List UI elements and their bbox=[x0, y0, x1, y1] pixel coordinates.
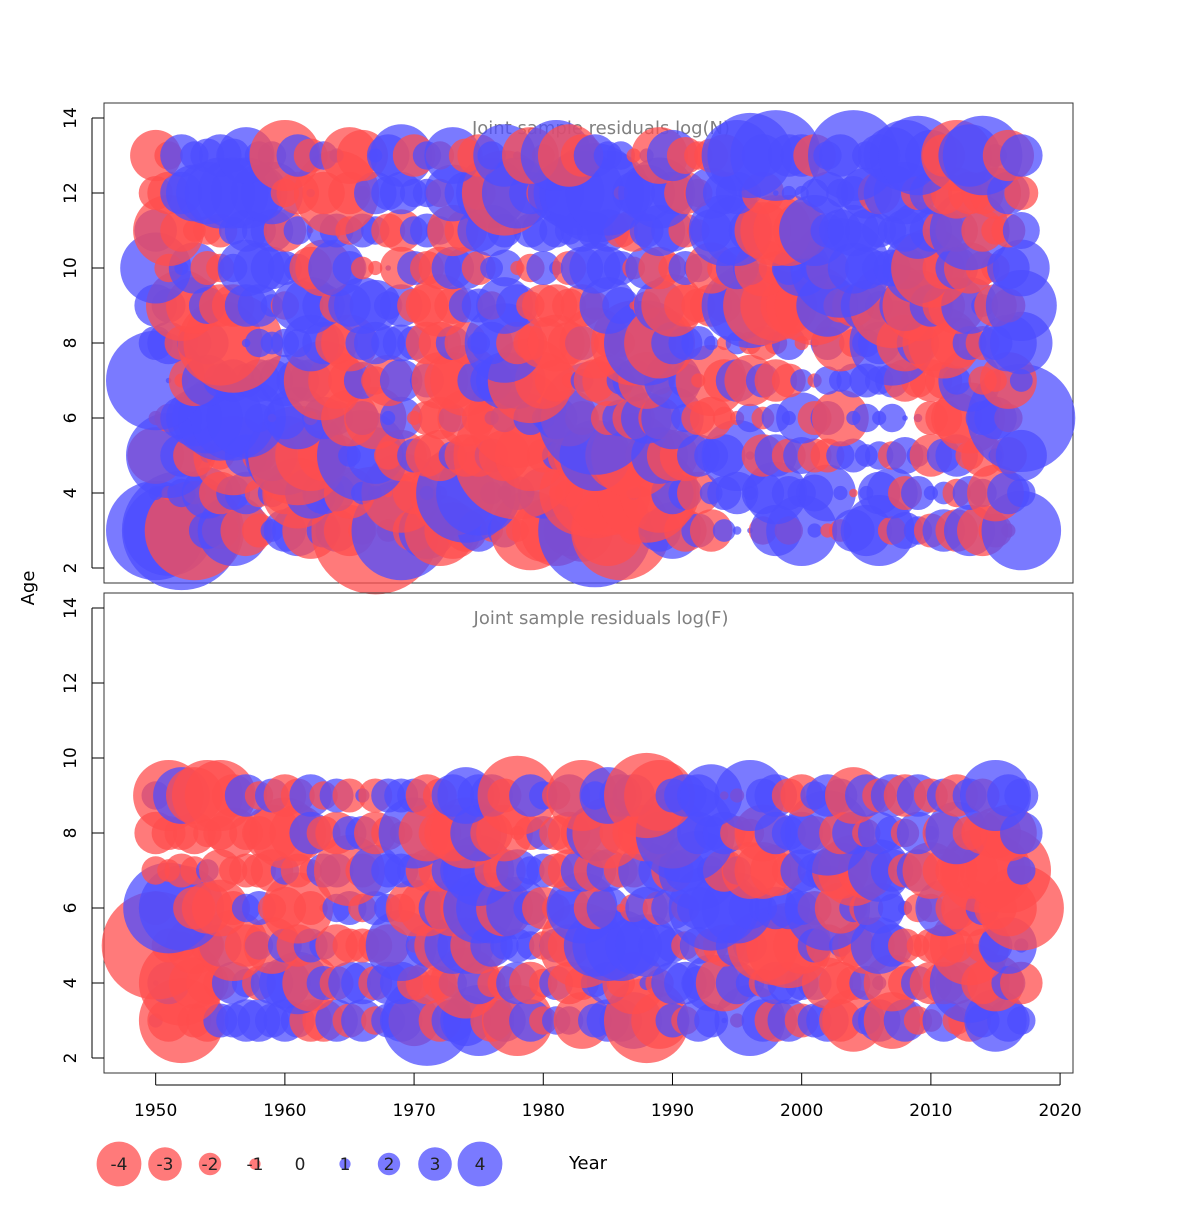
y-tick-label: 12 bbox=[61, 182, 81, 204]
legend-label: 4 bbox=[475, 1155, 486, 1175]
legend-label: -4 bbox=[111, 1155, 128, 1175]
y-tick-label: 4 bbox=[61, 978, 81, 989]
legend-label: 2 bbox=[384, 1155, 395, 1175]
x-tick-label: 2020 bbox=[1038, 1101, 1081, 1121]
legend-bubble bbox=[198, 1152, 222, 1176]
legend-label: -3 bbox=[157, 1155, 174, 1175]
residual-bubble bbox=[681, 326, 716, 360]
panel-log-n-y-axis: 2 4 6 8 10 12 14 bbox=[61, 107, 104, 573]
panel-log-f-y-axis: 2 4 6 8 10 12 14 bbox=[61, 597, 104, 1063]
residual-bubble bbox=[351, 256, 374, 280]
legend-bubble bbox=[96, 1141, 142, 1187]
residual-bubble bbox=[901, 476, 935, 510]
residual-bubble bbox=[368, 260, 383, 276]
residual-bubble bbox=[332, 778, 367, 813]
residual-bubble bbox=[1004, 176, 1039, 210]
y-tick-label: 10 bbox=[61, 257, 81, 279]
residual-bubble bbox=[1004, 778, 1039, 813]
legend-bubble bbox=[249, 1158, 261, 1170]
y-tick-label: 6 bbox=[61, 413, 81, 424]
residual-bubble bbox=[992, 239, 1050, 297]
y-axis-label: Age bbox=[18, 571, 39, 606]
x-tick-label: 1970 bbox=[392, 1101, 435, 1121]
legend-bubble bbox=[377, 1152, 401, 1176]
residual-bubble bbox=[799, 464, 856, 522]
residual-bubble bbox=[486, 249, 523, 287]
y-tick-label: 2 bbox=[61, 563, 81, 574]
y-tick-label: 14 bbox=[61, 107, 81, 129]
residual-bubble bbox=[833, 485, 848, 501]
residual-bubble bbox=[712, 519, 736, 542]
residual-bubble bbox=[812, 389, 869, 447]
y-tick-label: 14 bbox=[61, 597, 81, 619]
legend-bubble bbox=[418, 1147, 452, 1181]
residual-bubble bbox=[852, 403, 881, 433]
y-tick-label: 6 bbox=[61, 903, 81, 914]
panel-log-f: Joint sample residuals log(F) 2 4 6 8 10 12 14 bbox=[61, 592, 1074, 1074]
residual-bubble bbox=[807, 523, 822, 538]
y-tick-label: 2 bbox=[61, 1053, 81, 1064]
residual-bubble bbox=[379, 396, 423, 440]
y-tick-label: 4 bbox=[61, 488, 81, 499]
legend-bubble bbox=[148, 1147, 182, 1181]
y-tick-label: 10 bbox=[61, 747, 81, 769]
residual-bubble bbox=[877, 403, 907, 433]
x-axis: 1950 1960 1970 1980 1990 2000 2010 2020 bbox=[134, 1073, 1082, 1121]
x-tick-label: 1980 bbox=[522, 1101, 565, 1121]
y-tick-label: 8 bbox=[61, 338, 81, 349]
residual-bubble bbox=[902, 415, 908, 421]
panel-log-f-bubbles bbox=[101, 752, 1064, 1066]
residual-bubble bbox=[526, 251, 561, 285]
residual-bubble bbox=[732, 526, 742, 535]
residual-bubble bbox=[534, 359, 578, 402]
x-axis-label: Year bbox=[568, 1153, 608, 1174]
legend-label: 3 bbox=[430, 1155, 441, 1175]
residual-bubble bbox=[606, 141, 635, 170]
legend-label: -1 bbox=[247, 1155, 264, 1175]
residual-bubble bbox=[1009, 369, 1033, 392]
x-tick-label: 2000 bbox=[780, 1101, 823, 1121]
legend-bubble bbox=[457, 1141, 503, 1187]
x-tick-label: 2010 bbox=[909, 1101, 952, 1121]
residual-bubble bbox=[1007, 856, 1036, 885]
residual-bubble bbox=[293, 891, 328, 925]
residual-bubble bbox=[790, 369, 814, 392]
residual-bubble bbox=[1000, 134, 1043, 177]
x-tick-label: 1950 bbox=[134, 1101, 177, 1121]
y-tick-label: 12 bbox=[61, 672, 81, 694]
x-tick-label: 1960 bbox=[263, 1101, 306, 1121]
panel-log-f-title: Joint sample residuals log(F) bbox=[473, 608, 729, 629]
residual-bubble bbox=[704, 335, 719, 351]
residual-bubble bbox=[379, 359, 423, 402]
bubble-size-legend: -4 -3 -2 -1 0 1 2 3 4 bbox=[96, 1141, 503, 1187]
panel-log-n-bubbles bbox=[106, 110, 1076, 595]
legend-bubble bbox=[339, 1158, 351, 1170]
residual-bubble bbox=[1002, 212, 1040, 249]
residual-bubble bbox=[1007, 478, 1036, 508]
residual-bubble bbox=[586, 886, 630, 930]
residual-bubble bbox=[283, 216, 312, 245]
residual-bubble bbox=[1007, 1006, 1036, 1035]
x-tick-label: 1990 bbox=[651, 1101, 694, 1121]
legend-label: 1 bbox=[340, 1155, 351, 1175]
residual-bubble bbox=[849, 488, 858, 498]
legend-label: -2 bbox=[202, 1155, 219, 1175]
legend-label: 0 bbox=[295, 1155, 306, 1175]
y-tick-label: 8 bbox=[61, 828, 81, 839]
residual-bubble bbox=[602, 287, 640, 324]
